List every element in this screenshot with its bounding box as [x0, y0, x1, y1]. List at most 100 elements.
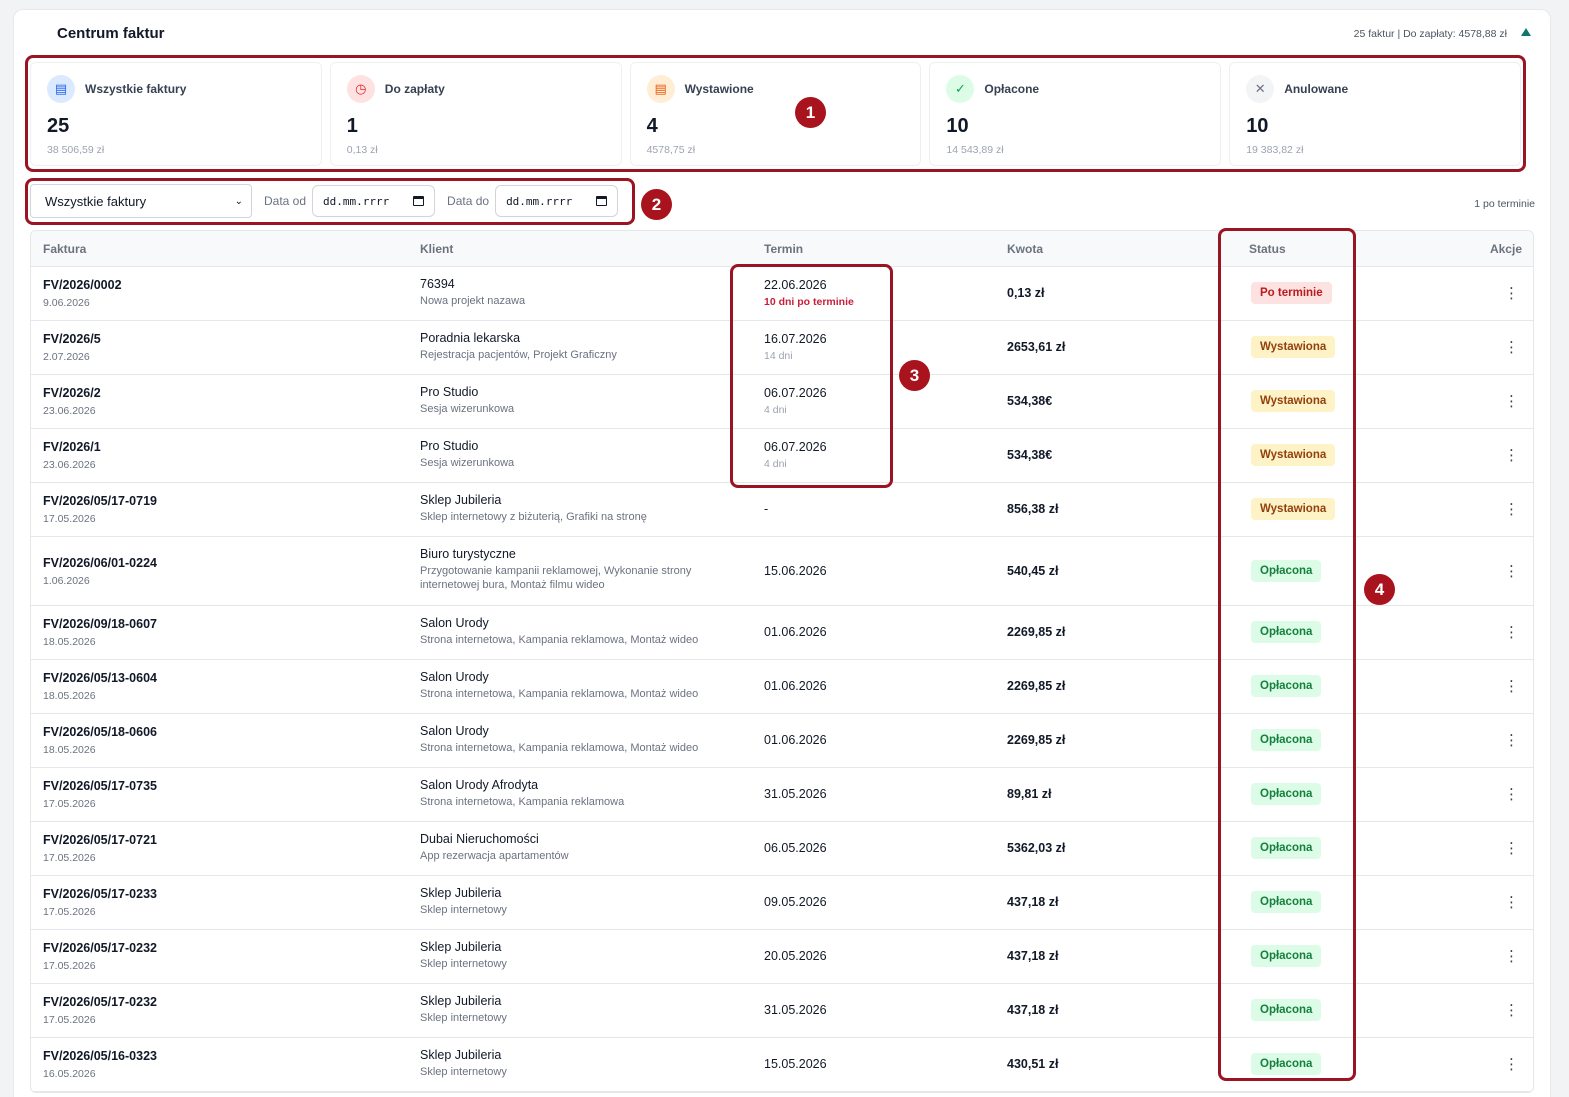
table-row[interactable]: FV/2026/09/18-0607 18.05.2026 Salon Urod…	[31, 606, 1533, 660]
due-cell: 16.07.2026 14 dni	[764, 332, 827, 362]
invoice-date: 17.05.2026	[43, 798, 96, 810]
amount: 2269,85 zł	[1007, 733, 1066, 747]
client-project: Strona internetowa, Kampania reklamowa, …	[420, 688, 699, 700]
client-name: Sklep Jubileria	[420, 1048, 502, 1062]
client-cell: Sklep Jubileria Sklep internetowy	[420, 994, 725, 1025]
table-row[interactable]: FV/2026/1 23.06.2026 Pro Studio Sesja wi…	[31, 429, 1533, 483]
status-badge: Opłacona	[1251, 559, 1322, 582]
stat-card[interactable]: ✓ Opłacone 10 14 543,89 zł	[929, 62, 1222, 166]
client-project: Strona internetowa, Kampania reklamowa, …	[420, 742, 699, 754]
client-name: Sklep Jubileria	[420, 493, 502, 507]
table-row[interactable]: FV/2026/2 23.06.2026 Pro Studio Sesja wi…	[31, 375, 1533, 429]
more-actions-icon[interactable]: ⋮	[1504, 447, 1519, 464]
invoice-date: 18.05.2026	[43, 744, 96, 756]
due-date: 15.05.2026	[764, 1057, 827, 1071]
stat-amount: 14 543,89 zł	[946, 144, 1004, 156]
table-row[interactable]: FV/2026/05/17-0735 17.05.2026 Salon Urod…	[31, 768, 1533, 822]
invoice-date: 17.05.2026	[43, 852, 96, 864]
stat-card[interactable]: ✕ Anulowane 10 19 383,82 zł	[1229, 62, 1521, 166]
col-amount[interactable]: Kwota	[1007, 242, 1043, 256]
stat-card[interactable]: ▤ Wszystkie faktury 25 38 506,59 zł	[30, 62, 322, 166]
invoice-cell: FV/2026/5 2.07.2026	[43, 332, 101, 363]
collapse-chevron-icon[interactable]	[1521, 28, 1531, 36]
due-date: 01.06.2026	[764, 625, 827, 639]
invoice-number[interactable]: FV/2026/09/18-0607	[43, 617, 157, 631]
table-row[interactable]: FV/2026/05/16-0323 16.05.2026 Sklep Jubi…	[31, 1038, 1533, 1092]
invoice-number[interactable]: FV/2026/05/17-0232	[43, 941, 157, 955]
status-badge: Opłacona	[1251, 837, 1322, 859]
client-name: Salon Urody	[420, 670, 489, 684]
invoice-date: 18.05.2026	[43, 636, 96, 648]
col-invoice[interactable]: Faktura	[43, 242, 87, 256]
more-actions-icon[interactable]: ⋮	[1504, 678, 1519, 695]
date-from-input[interactable]: dd.mm.rrrr	[312, 185, 436, 217]
check-icon: ✓	[946, 75, 975, 103]
table-row[interactable]: FV/2026/05/17-0232 17.05.2026 Sklep Jubi…	[31, 984, 1533, 1038]
stat-amount: 4578,75 zł	[646, 144, 696, 156]
stats-row: ▤ Wszystkie faktury 25 38 506,59 zł ◷ Do zapł…	[30, 62, 1521, 166]
col-client[interactable]: Klient	[420, 242, 454, 256]
invoice-number[interactable]: FV/2026/05/18-0606	[43, 725, 157, 739]
status-badge: Opłacona	[1251, 621, 1322, 643]
more-actions-icon[interactable]: ⋮	[1504, 501, 1519, 518]
amount: 534,38€	[1007, 448, 1053, 462]
more-actions-icon[interactable]: ⋮	[1504, 624, 1519, 641]
date-to-input[interactable]: dd.mm.rrrr	[495, 185, 619, 217]
col-status[interactable]: Status	[1249, 242, 1286, 256]
amount: 540,45 zł	[1007, 563, 1059, 578]
client-name: 76394	[420, 277, 455, 291]
stat-card[interactable]: ◷ Do zapłaty 1 0,13 zł	[329, 62, 622, 166]
col-due[interactable]: Termin	[764, 242, 804, 256]
more-actions-icon[interactable]: ⋮	[1504, 948, 1519, 965]
stat-count: 4	[646, 115, 658, 137]
invoice-number[interactable]: FV/2026/05/17-0233	[43, 887, 157, 901]
status-badge: Opłacona	[1251, 783, 1322, 805]
more-actions-icon[interactable]: ⋮	[1504, 285, 1519, 302]
more-actions-icon[interactable]: ⋮	[1504, 339, 1519, 356]
invoice-number[interactable]: FV/2026/0002	[43, 278, 122, 292]
invoice-number[interactable]: FV/2026/06/01-0224	[43, 555, 157, 570]
stat-card[interactable]: ▤ Wystawione 4 4578,75 zł	[629, 62, 922, 166]
invoice-number[interactable]: FV/2026/05/17-0232	[43, 995, 157, 1009]
invoice-number[interactable]: FV/2026/1	[43, 440, 101, 454]
more-actions-icon[interactable]: ⋮	[1504, 393, 1519, 410]
more-actions-icon[interactable]: ⋮	[1504, 840, 1519, 857]
due-cell: 01.06.2026	[764, 625, 827, 639]
invoice-number[interactable]: FV/2026/05/17-0721	[43, 833, 157, 847]
more-actions-icon[interactable]: ⋮	[1504, 732, 1519, 749]
client-cell: Biuro turystyczne Przygotowanie kampanii…	[420, 547, 725, 592]
table-row[interactable]: FV/2026/05/17-0719 17.05.2026 Sklep Jubi…	[31, 483, 1533, 537]
calendar-icon[interactable]	[413, 196, 425, 206]
table-row[interactable]: FV/2026/05/13-0604 18.05.2026 Salon Urod…	[31, 660, 1533, 714]
client-project: Strona internetowa, Kampania reklamowa	[420, 796, 625, 808]
more-actions-icon[interactable]: ⋮	[1504, 1056, 1519, 1073]
table-row[interactable]: FV/2026/5 2.07.2026 Poradnia lekarska Re…	[31, 321, 1533, 375]
table-row[interactable]: FV/2026/06/01-0224 1.06.2026 Biuro turys…	[31, 537, 1533, 606]
invoice-number[interactable]: FV/2026/05/17-0719	[43, 494, 157, 508]
client-cell: 76394 Nowa projekt nazawa	[420, 277, 725, 308]
stat-label: Do zapłaty	[384, 82, 445, 96]
calendar-icon[interactable]	[596, 196, 608, 206]
invoice-number[interactable]: FV/2026/2	[43, 386, 101, 400]
table-row[interactable]: FV/2026/05/17-0721 17.05.2026 Dubai Nier…	[31, 822, 1533, 876]
more-actions-icon[interactable]: ⋮	[1504, 1002, 1519, 1019]
invoice-number[interactable]: FV/2026/05/13-0604	[43, 671, 157, 685]
table-row[interactable]: FV/2026/05/18-0606 18.05.2026 Salon Urod…	[31, 714, 1533, 768]
invoice-number[interactable]: FV/2026/05/16-0323	[43, 1049, 157, 1063]
due-cell: 06.07.2026 4 dni	[764, 386, 827, 416]
due-date: 06.05.2026	[764, 841, 827, 855]
invoice-number[interactable]: FV/2026/5	[43, 332, 101, 346]
amount: 856,38 zł	[1007, 502, 1059, 516]
table-row[interactable]: FV/2026/0002 9.06.2026 76394 Nowa projek…	[31, 267, 1533, 321]
more-actions-icon[interactable]: ⋮	[1504, 786, 1519, 803]
invoice-type-select[interactable]: Wszystkie faktury ⌄	[30, 184, 252, 218]
more-actions-icon[interactable]: ⋮	[1504, 894, 1519, 911]
client-name: Poradnia lekarska	[420, 331, 521, 345]
more-actions-icon[interactable]: ⋮	[1504, 562, 1519, 580]
due-remaining: 4 dni	[764, 404, 787, 416]
due-remaining: 4 dni	[764, 458, 787, 470]
amount: 2269,85 zł	[1007, 679, 1066, 693]
table-row[interactable]: FV/2026/05/17-0233 17.05.2026 Sklep Jubi…	[31, 876, 1533, 930]
invoice-number[interactable]: FV/2026/05/17-0735	[43, 779, 157, 793]
table-row[interactable]: FV/2026/05/17-0232 17.05.2026 Sklep Jubi…	[31, 930, 1533, 984]
